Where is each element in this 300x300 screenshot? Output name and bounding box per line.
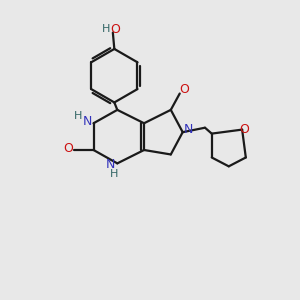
Text: O: O bbox=[240, 123, 250, 136]
Text: H: H bbox=[102, 24, 110, 34]
Text: N: N bbox=[82, 115, 92, 128]
Text: O: O bbox=[179, 83, 189, 97]
Text: N: N bbox=[106, 158, 116, 171]
Text: H: H bbox=[74, 111, 82, 121]
Text: O: O bbox=[63, 142, 73, 155]
Text: H: H bbox=[110, 169, 118, 179]
Text: N: N bbox=[184, 123, 193, 136]
Text: O: O bbox=[110, 22, 120, 35]
